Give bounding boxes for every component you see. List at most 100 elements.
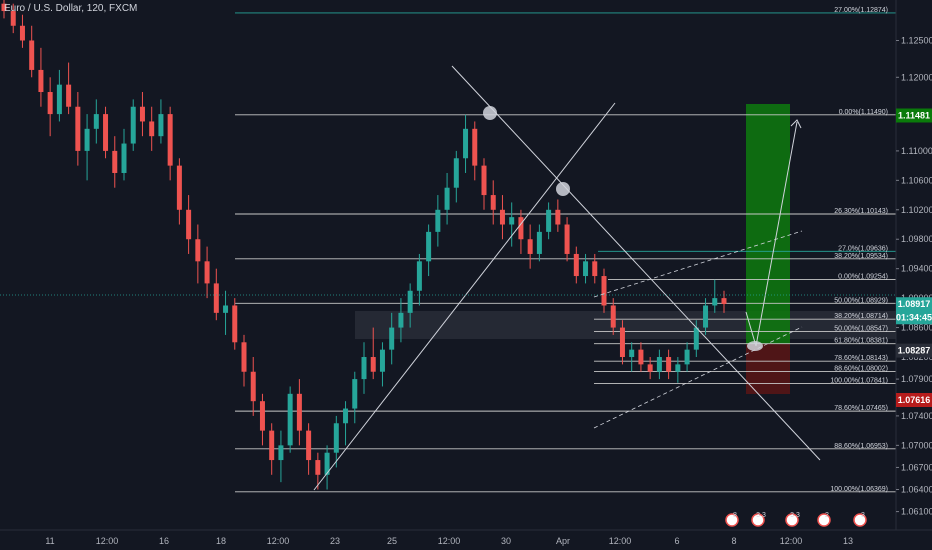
fib-level-label: 88.60%(1.08002) [834, 366, 888, 373]
price-tick-label: 1.07400 [901, 411, 932, 421]
price-tick-label: 1.10600 [901, 175, 932, 185]
time-axis-background [0, 530, 932, 550]
candle-body [232, 305, 238, 343]
candle-body [656, 357, 662, 372]
candle-body [721, 298, 727, 305]
candle-body [139, 106, 145, 122]
candle-body [647, 364, 653, 372]
candle-body [1, 3, 7, 12]
price-tick-label: 1.07000 [901, 440, 932, 450]
lower-high-marker[interactable] [556, 182, 570, 196]
time-tick-label: 16 [159, 536, 169, 546]
candle-body [703, 305, 709, 328]
demand-zone [355, 311, 912, 339]
candle-body [481, 165, 487, 196]
candle-body [352, 379, 358, 409]
candle-body [19, 25, 25, 41]
candle-body [472, 128, 478, 166]
projection-leg-1[interactable] [745, 311, 757, 347]
fib-level-label: 61.80%(1.08381) [834, 338, 888, 345]
price-tick-label: 1.12000 [901, 72, 932, 82]
channel-upper[interactable] [593, 230, 803, 298]
price-tick-label: 1.07900 [901, 374, 932, 384]
price-tick-label: 1.12500 [901, 35, 932, 45]
candle-body [389, 327, 395, 350]
event-marker[interactable] [751, 513, 765, 527]
price-axis[interactable]: 1.125001.120001.115001.110001.106001.102… [895, 0, 932, 550]
candle-body [121, 143, 127, 173]
candle-body [66, 84, 72, 107]
candle-body [223, 305, 229, 313]
swing-high-marker[interactable] [483, 106, 497, 120]
trendline-up[interactable] [313, 102, 616, 491]
time-tick-label: 6 [674, 536, 679, 546]
candle-body [555, 209, 561, 225]
candle-body [398, 312, 404, 328]
event-marker[interactable] [853, 513, 867, 527]
fib-level-label: 50.00%(1.08547) [834, 325, 888, 332]
time-tick-label: 13 [843, 536, 853, 546]
candle-body [176, 165, 182, 210]
event-marker-label: 3 [861, 512, 865, 519]
candle-body [546, 209, 552, 232]
event-marker-label: 8 [733, 512, 737, 519]
candle-body [527, 239, 533, 254]
price-tick-label: 1.06700 [901, 462, 932, 472]
time-tick-label: 12:00 [609, 536, 632, 546]
fib-level-label: 38.20%(1.08714) [834, 313, 888, 320]
candle-body [130, 106, 136, 144]
fib-level-label: 27.00%(1.12874) [834, 7, 888, 14]
candle-body [684, 349, 690, 365]
fib-level-label: 0.00%(1.09254) [838, 273, 888, 280]
trend-drawings [313, 65, 821, 491]
event-marker[interactable] [785, 513, 799, 527]
candles [1, 0, 727, 490]
candle-body [186, 209, 192, 240]
fib-level-label: 100.00%(1.06369) [830, 486, 888, 493]
fib-level-label: 78.60%(1.08143) [834, 355, 888, 362]
candle-body [444, 187, 450, 210]
candle-body [453, 158, 459, 188]
candle-body [361, 357, 367, 380]
price-tags: 1.11481 1.08917 01:34:45 1.08287 1.07616 [896, 108, 932, 408]
price-tick-label: 1.09400 [901, 264, 932, 274]
candle-body [490, 195, 496, 210]
price-tick-label: 1.11000 [901, 146, 932, 156]
channel-lower[interactable] [593, 326, 803, 429]
candle-body [564, 224, 570, 254]
event-marker[interactable] [817, 513, 831, 527]
price-tag-label: 01:34:45 [896, 312, 932, 322]
entry-marker[interactable] [747, 341, 763, 351]
candle-body [619, 327, 625, 358]
trendline-down[interactable] [451, 65, 821, 461]
candle-body [296, 393, 302, 431]
candle-body [518, 217, 524, 240]
candle-body [407, 290, 413, 313]
fib-level-label: 100.00%(1.07841) [830, 377, 888, 384]
time-axis[interactable]: 11 12:00 16 18 12:00 23 25 12:00 30 Apr 12:00 6 8 12:… [0, 529, 932, 550]
time-tick-label: 25 [387, 536, 397, 546]
candle-body [195, 239, 201, 262]
fib-level-label: 38.20%(1.09534) [834, 253, 888, 260]
time-tick-label: 23 [330, 536, 340, 546]
event-markers[interactable]: 8 3 3 3 3 2 3 [725, 512, 867, 527]
projection-arrowhead [790, 119, 802, 129]
candle-body [536, 231, 542, 254]
candle-body [573, 253, 579, 277]
price-tick-label: 1.08600 [901, 323, 932, 333]
price-tag [896, 310, 932, 325]
target-zone [746, 104, 790, 344]
event-marker[interactable] [725, 513, 739, 527]
candle-body [463, 128, 469, 159]
candle-body [93, 114, 99, 129]
candle-body [241, 342, 247, 372]
fib-lines: 27.00%(1.12874) 0.00%(1.11490) 26.30%(1.10… [235, 7, 896, 493]
projection-leg-2[interactable] [755, 121, 798, 347]
candle-body [204, 261, 210, 284]
price-tag-label: 1.08917 [898, 299, 931, 309]
event-marker-label: 2 [825, 512, 829, 519]
candle-body [306, 430, 312, 461]
